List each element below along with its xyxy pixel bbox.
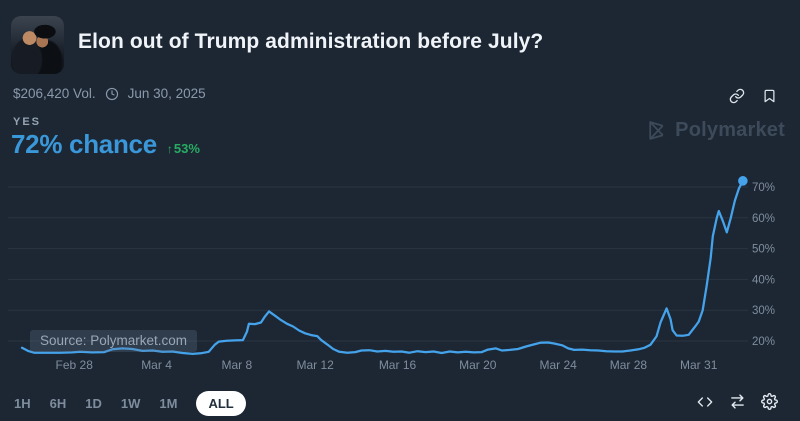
bookmark-icon[interactable]	[762, 88, 777, 104]
change-percent: 53%	[173, 141, 200, 156]
x-tick-mar-12: Mar 12	[296, 358, 334, 372]
y-tick-70: 70%	[752, 182, 775, 194]
market-avatar	[11, 16, 64, 74]
source-watermark: Source: Polymarket.com	[30, 330, 198, 352]
probability-chart[interactable]: 20% 30% 40% 50% 60% 70% Feb 28 Mar 4 Mar 8 Mar 12…	[0, 163, 800, 377]
outcome-label: YES	[13, 116, 42, 128]
y-tick-30: 30%	[752, 305, 775, 317]
chart-tools	[696, 393, 778, 410]
y-tick-50: 50%	[752, 244, 775, 256]
timeframe-1w[interactable]: 1W	[120, 396, 141, 411]
x-tick-mar-24: Mar 24	[539, 358, 577, 372]
timeframe-1h[interactable]: 1H	[14, 396, 31, 411]
y-tick-20: 20%	[752, 336, 775, 348]
brand-name: Polymarket	[675, 119, 785, 141]
up-arrow-icon: ↑	[166, 142, 173, 156]
copy-link-icon[interactable]	[729, 88, 745, 104]
latest-point-dot	[738, 176, 748, 186]
x-tick-mar-31: Mar 31	[680, 358, 718, 372]
y-tick-40: 40%	[752, 274, 775, 286]
timeframe-bar: 1H 6H 1D 1W 1M ALL	[14, 391, 246, 416]
x-tick-mar-4: Mar 4	[141, 358, 172, 372]
clock-icon	[105, 87, 119, 101]
market-meta: $206,420 Vol. Jun 30, 2025	[13, 86, 206, 101]
y-tick-60: 60%	[752, 213, 775, 225]
timeframe-1d[interactable]: 1D	[85, 396, 102, 411]
timeframe-all[interactable]: ALL	[196, 391, 246, 416]
x-tick-mar-28: Mar 28	[610, 358, 648, 372]
polymarket-logo-icon	[646, 120, 667, 141]
yes-chance: 72% chance	[11, 129, 157, 159]
volume-label: $206,420 Vol.	[13, 86, 96, 101]
chance-row: 72% chance ↑53%	[11, 129, 200, 160]
swap-outcome-icon[interactable]	[728, 393, 747, 410]
x-tick-mar-20: Mar 20	[459, 358, 497, 372]
x-tick-feb-28: Feb 28	[56, 358, 94, 372]
x-tick-mar-16: Mar 16	[379, 358, 417, 372]
embed-code-icon[interactable]	[696, 394, 714, 410]
header-actions	[729, 88, 777, 104]
x-tick-mar-8: Mar 8	[222, 358, 253, 372]
timeframe-6h[interactable]: 6H	[49, 396, 67, 411]
timeframe-1m[interactable]: 1M	[159, 396, 178, 411]
settings-gear-icon[interactable]	[761, 393, 778, 410]
end-date-label: Jun 30, 2025	[127, 86, 206, 101]
market-title: Elon out of Trump administration before …	[78, 30, 544, 53]
chance-change: ↑53%	[167, 141, 200, 156]
yes-price-line	[20, 179, 745, 356]
brand-watermark: Polymarket	[646, 119, 785, 142]
